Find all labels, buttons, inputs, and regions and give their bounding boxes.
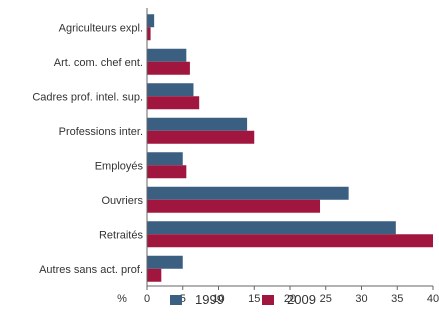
category-label: Cadres prof. intel. sup.: [32, 91, 143, 103]
bar-2009-7: [147, 268, 162, 282]
legend-swatch-2009: [262, 295, 274, 305]
x-tick-label: 40: [427, 293, 439, 305]
category-label: Art. com. chef ent.: [54, 57, 143, 69]
x-axis-ticks: 0 5 10 15 20 25 30 35 40: [144, 286, 439, 305]
legend-label-1999: 1999: [195, 292, 224, 307]
bar-2009-0: [147, 27, 151, 41]
legend-label-2009: 2009: [287, 292, 316, 307]
bars-group: [147, 14, 433, 282]
x-tick-label: 25: [320, 293, 332, 305]
bar-1999-1: [147, 48, 187, 62]
bar-1999-5: [147, 186, 349, 200]
x-tick-label: 15: [248, 293, 260, 305]
category-label: Employés: [95, 160, 144, 172]
legend-swatch-1999: [170, 295, 182, 305]
bar-2009-6: [147, 234, 433, 248]
bar-1999-6: [147, 221, 396, 235]
x-axis-unit-label: %: [117, 293, 127, 305]
bar-2009-3: [147, 130, 255, 144]
bar-2009-5: [147, 199, 321, 213]
x-tick-label: 0: [144, 293, 150, 305]
x-tick-label: 5: [180, 293, 186, 305]
category-label: Agriculteurs expl.: [59, 22, 143, 34]
category-label: Professions inter.: [59, 126, 143, 138]
category-label: Retraités: [99, 229, 144, 241]
category-labels: Agriculteurs expl. Art. com. chef ent. Cad…: [32, 22, 143, 276]
bar-1999-3: [147, 117, 248, 131]
bar-1999-4: [147, 152, 183, 166]
x-tick-label: 30: [355, 293, 367, 305]
bar-1999-2: [147, 83, 194, 97]
bar-2009-1: [147, 61, 190, 75]
bar-2009-4: [147, 165, 187, 179]
x-tick-label: 35: [391, 293, 403, 305]
category-label: Ouvriers: [101, 195, 143, 207]
legend: 1999 2009: [170, 292, 316, 307]
bar-2009-2: [147, 96, 200, 110]
bar-1999-7: [147, 255, 183, 269]
bar-1999-0: [147, 14, 155, 28]
x-tick-label: 20: [284, 293, 296, 305]
x-tick-label: 10: [212, 293, 224, 305]
category-label: Autres sans act. prof.: [39, 264, 143, 276]
